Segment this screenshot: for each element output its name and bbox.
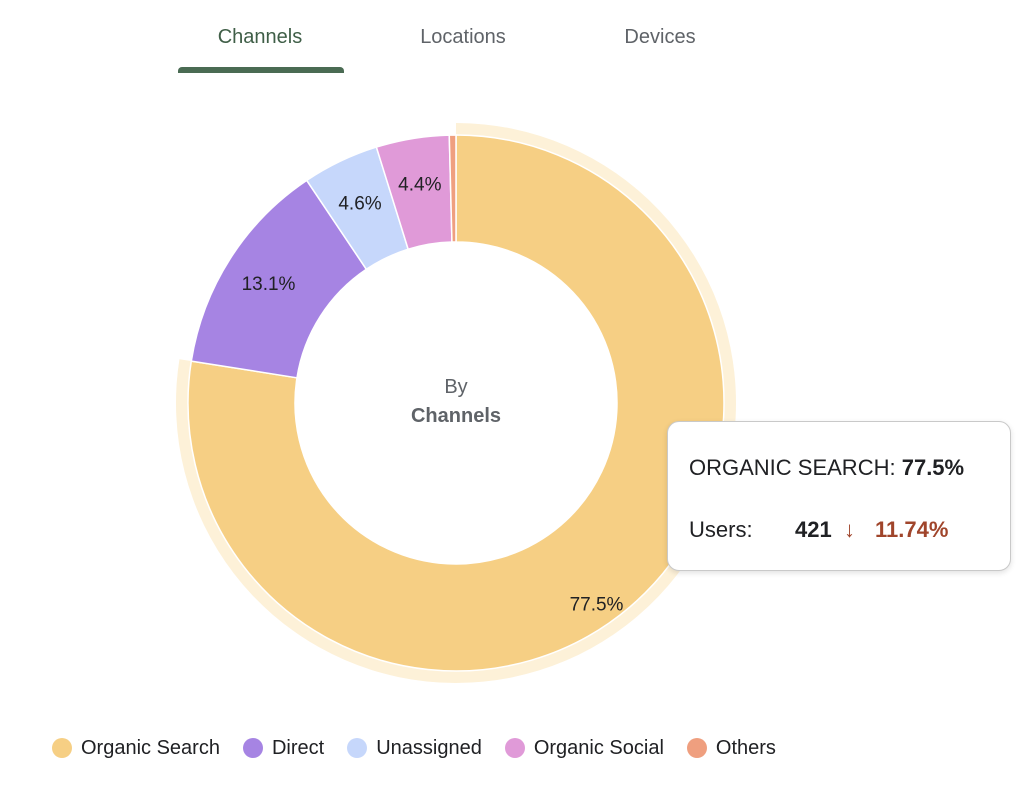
tooltip-percent: 77.5% xyxy=(901,455,965,480)
legend-item-organic-social[interactable]: Organic Social xyxy=(504,736,664,760)
tab-bar: Channels Locations Devices xyxy=(0,0,1024,80)
legend-swatch xyxy=(52,738,72,758)
tooltip-metric-row: Users: 421 ↓ 11.74% xyxy=(689,517,948,543)
slice-organic-search[interactable] xyxy=(187,134,725,672)
legend-label: Unassigned xyxy=(376,736,482,759)
data-label-organic-social: 4.4% xyxy=(398,174,441,195)
donut-chart: 77.5% 13.1% 4.6% 4.4% xyxy=(176,123,737,683)
legend-swatch xyxy=(347,738,368,758)
arrow-down-icon: ↓ xyxy=(844,517,855,542)
tooltip-metric-value: 421 xyxy=(795,517,832,542)
legend-label: Direct xyxy=(271,736,325,759)
legend-swatch xyxy=(686,738,707,758)
active-tab-indicator xyxy=(178,67,344,73)
data-label-direct: 13.1% xyxy=(242,274,296,295)
tab-devices[interactable]: Devices xyxy=(624,26,696,48)
data-label-unassigned: 4.6% xyxy=(338,193,381,214)
center-label-by: By xyxy=(444,376,468,398)
tooltip-metric-label: Users: xyxy=(689,517,753,542)
tooltip-category: ORGANIC SEARCH: xyxy=(689,455,896,480)
legend-item-others[interactable]: Others xyxy=(686,736,776,760)
legend-swatch xyxy=(504,738,525,758)
tooltip-change: 11.74% xyxy=(875,517,949,542)
chart-tooltip: ORGANIC SEARCH: 77.5% Users: 421 ↓ 11.74… xyxy=(667,421,1011,571)
chart-legend: Organic Search Direct Unassigned Organic… xyxy=(52,734,799,762)
slice-others[interactable] xyxy=(448,134,457,243)
tab-channels[interactable]: Channels xyxy=(217,26,303,48)
data-label-organic-search: 77.5% xyxy=(570,595,624,616)
legend-swatch xyxy=(242,738,263,758)
legend-item-direct[interactable]: Direct xyxy=(242,736,325,760)
legend-label: Organic Social xyxy=(533,736,664,759)
legend-item-unassigned[interactable]: Unassigned xyxy=(347,737,482,760)
legend-label: Organic Search xyxy=(81,736,220,759)
tooltip-title: ORGANIC SEARCH: 77.5% xyxy=(689,455,964,481)
center-label-channels: Channels xyxy=(410,405,502,427)
legend-item-organic-search[interactable]: Organic Search xyxy=(52,737,220,760)
legend-label: Others xyxy=(715,736,776,759)
tab-locations[interactable]: Locations xyxy=(420,26,506,48)
